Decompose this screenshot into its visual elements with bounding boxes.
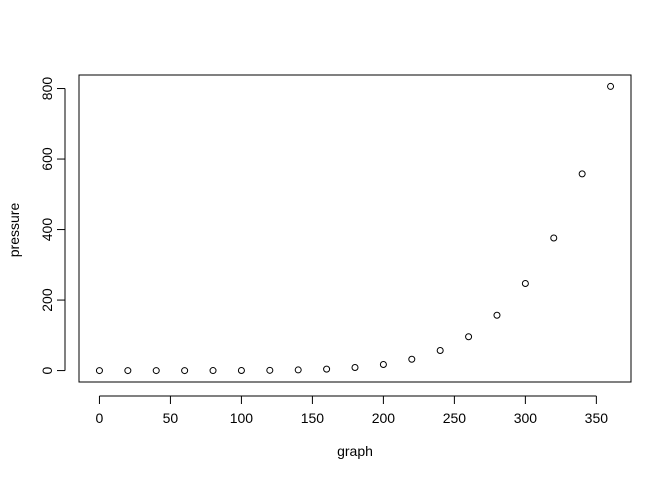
- data-point: [323, 365, 331, 373]
- y-tick-label: 600: [39, 147, 55, 171]
- x-tick-label: 250: [443, 410, 467, 426]
- x-tick-label: 0: [96, 410, 104, 426]
- x-tick-label: 200: [372, 410, 396, 426]
- data-point: [408, 355, 416, 363]
- x-tick-label: 350: [585, 410, 609, 426]
- data-point: [294, 366, 302, 374]
- data-point: [521, 279, 529, 287]
- y-tick-label: 800: [39, 77, 55, 101]
- x-tick-label: 300: [514, 410, 538, 426]
- data-point: [493, 311, 501, 319]
- y-axis: 0 200 400 600 800: [39, 77, 66, 374]
- data-point: [209, 367, 217, 375]
- data-point: [351, 363, 359, 371]
- data-point: [266, 366, 274, 374]
- plot-frame: [78, 74, 632, 383]
- data-point: [578, 170, 586, 178]
- y-tick-label: 200: [39, 288, 55, 312]
- data-point: [550, 234, 558, 242]
- data-point: [607, 82, 615, 90]
- data-point: [124, 367, 132, 375]
- data-point: [436, 346, 444, 354]
- data-point: [95, 367, 103, 375]
- data-point: [379, 360, 387, 368]
- y-tick-label: 400: [39, 218, 55, 242]
- data-points: [95, 82, 615, 375]
- x-tick-label: 100: [230, 410, 254, 426]
- x-axis-label: graph: [337, 443, 373, 459]
- y-axis-label: pressure: [6, 203, 22, 258]
- data-point: [152, 367, 160, 375]
- y-tick-label: 0: [39, 366, 55, 374]
- x-axis: 0 50 100 150 200 250 300 350: [96, 395, 609, 426]
- data-point: [237, 366, 245, 374]
- data-point: [181, 367, 189, 375]
- x-tick-label: 50: [163, 410, 179, 426]
- x-tick-label: 150: [301, 410, 325, 426]
- data-point: [465, 333, 473, 341]
